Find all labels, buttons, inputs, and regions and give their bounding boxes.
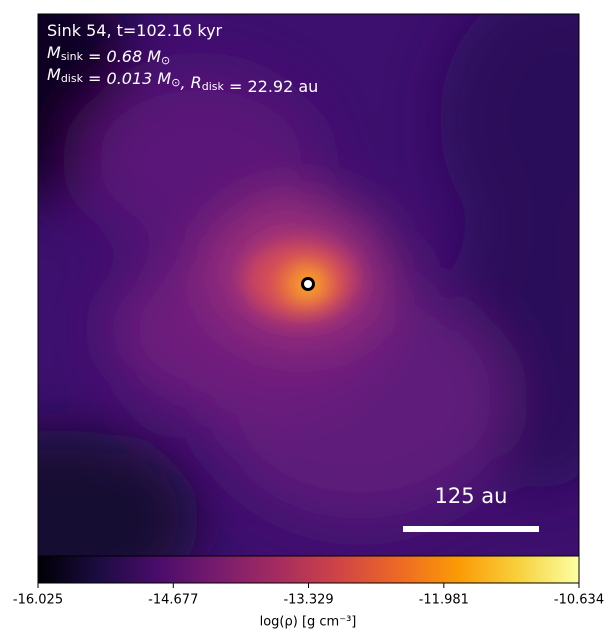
annotation-line: Mdisk = 0.013 M⊙, Rdisk = 22.92 au: [47, 65, 318, 96]
scale-bar-label: 125 au: [435, 484, 508, 508]
colorbar-tick-label: -13.329: [283, 593, 333, 608]
annotation-subscript: ⊙: [171, 76, 180, 89]
colorbar-tick-label: -10.634: [554, 593, 604, 608]
colorbar-tick-label: -14.677: [148, 593, 198, 608]
annotation-subscript: ⊙: [161, 54, 170, 67]
colorbar-label: log(ρ) [g cm⁻³]: [260, 615, 357, 630]
annotation-text: Sink 54, t=102.16 kyr: [47, 21, 223, 40]
annotation-text: , R: [180, 73, 201, 92]
annotation-text: M: [47, 65, 61, 84]
colorbar: [37, 555, 580, 584]
annotation-text: = 22.92 au: [224, 77, 318, 96]
annotation-subscript: disk: [61, 72, 84, 85]
annotation-line: Sink 54, t=102.16 kyr: [47, 21, 223, 40]
annotation-subscript: sink: [61, 50, 84, 63]
colorbar-axis: -16.025 -14.677 -13.329 -11.981 -10.634: [13, 583, 604, 608]
scale-bar: [403, 526, 539, 532]
colorbar-tick-label: -16.025: [13, 593, 63, 608]
sink-marker: [301, 277, 315, 291]
annotation-subscript: disk: [202, 80, 225, 93]
annotation-text: M: [47, 43, 61, 62]
annotation-line: Msink = 0.68 M⊙: [47, 43, 170, 68]
colorbar-tick-label: -11.981: [419, 593, 469, 608]
density-map: [38, 14, 579, 556]
annotation-text: = 0.68 M: [83, 47, 161, 66]
annotation-text: = 0.013 M: [83, 69, 171, 88]
